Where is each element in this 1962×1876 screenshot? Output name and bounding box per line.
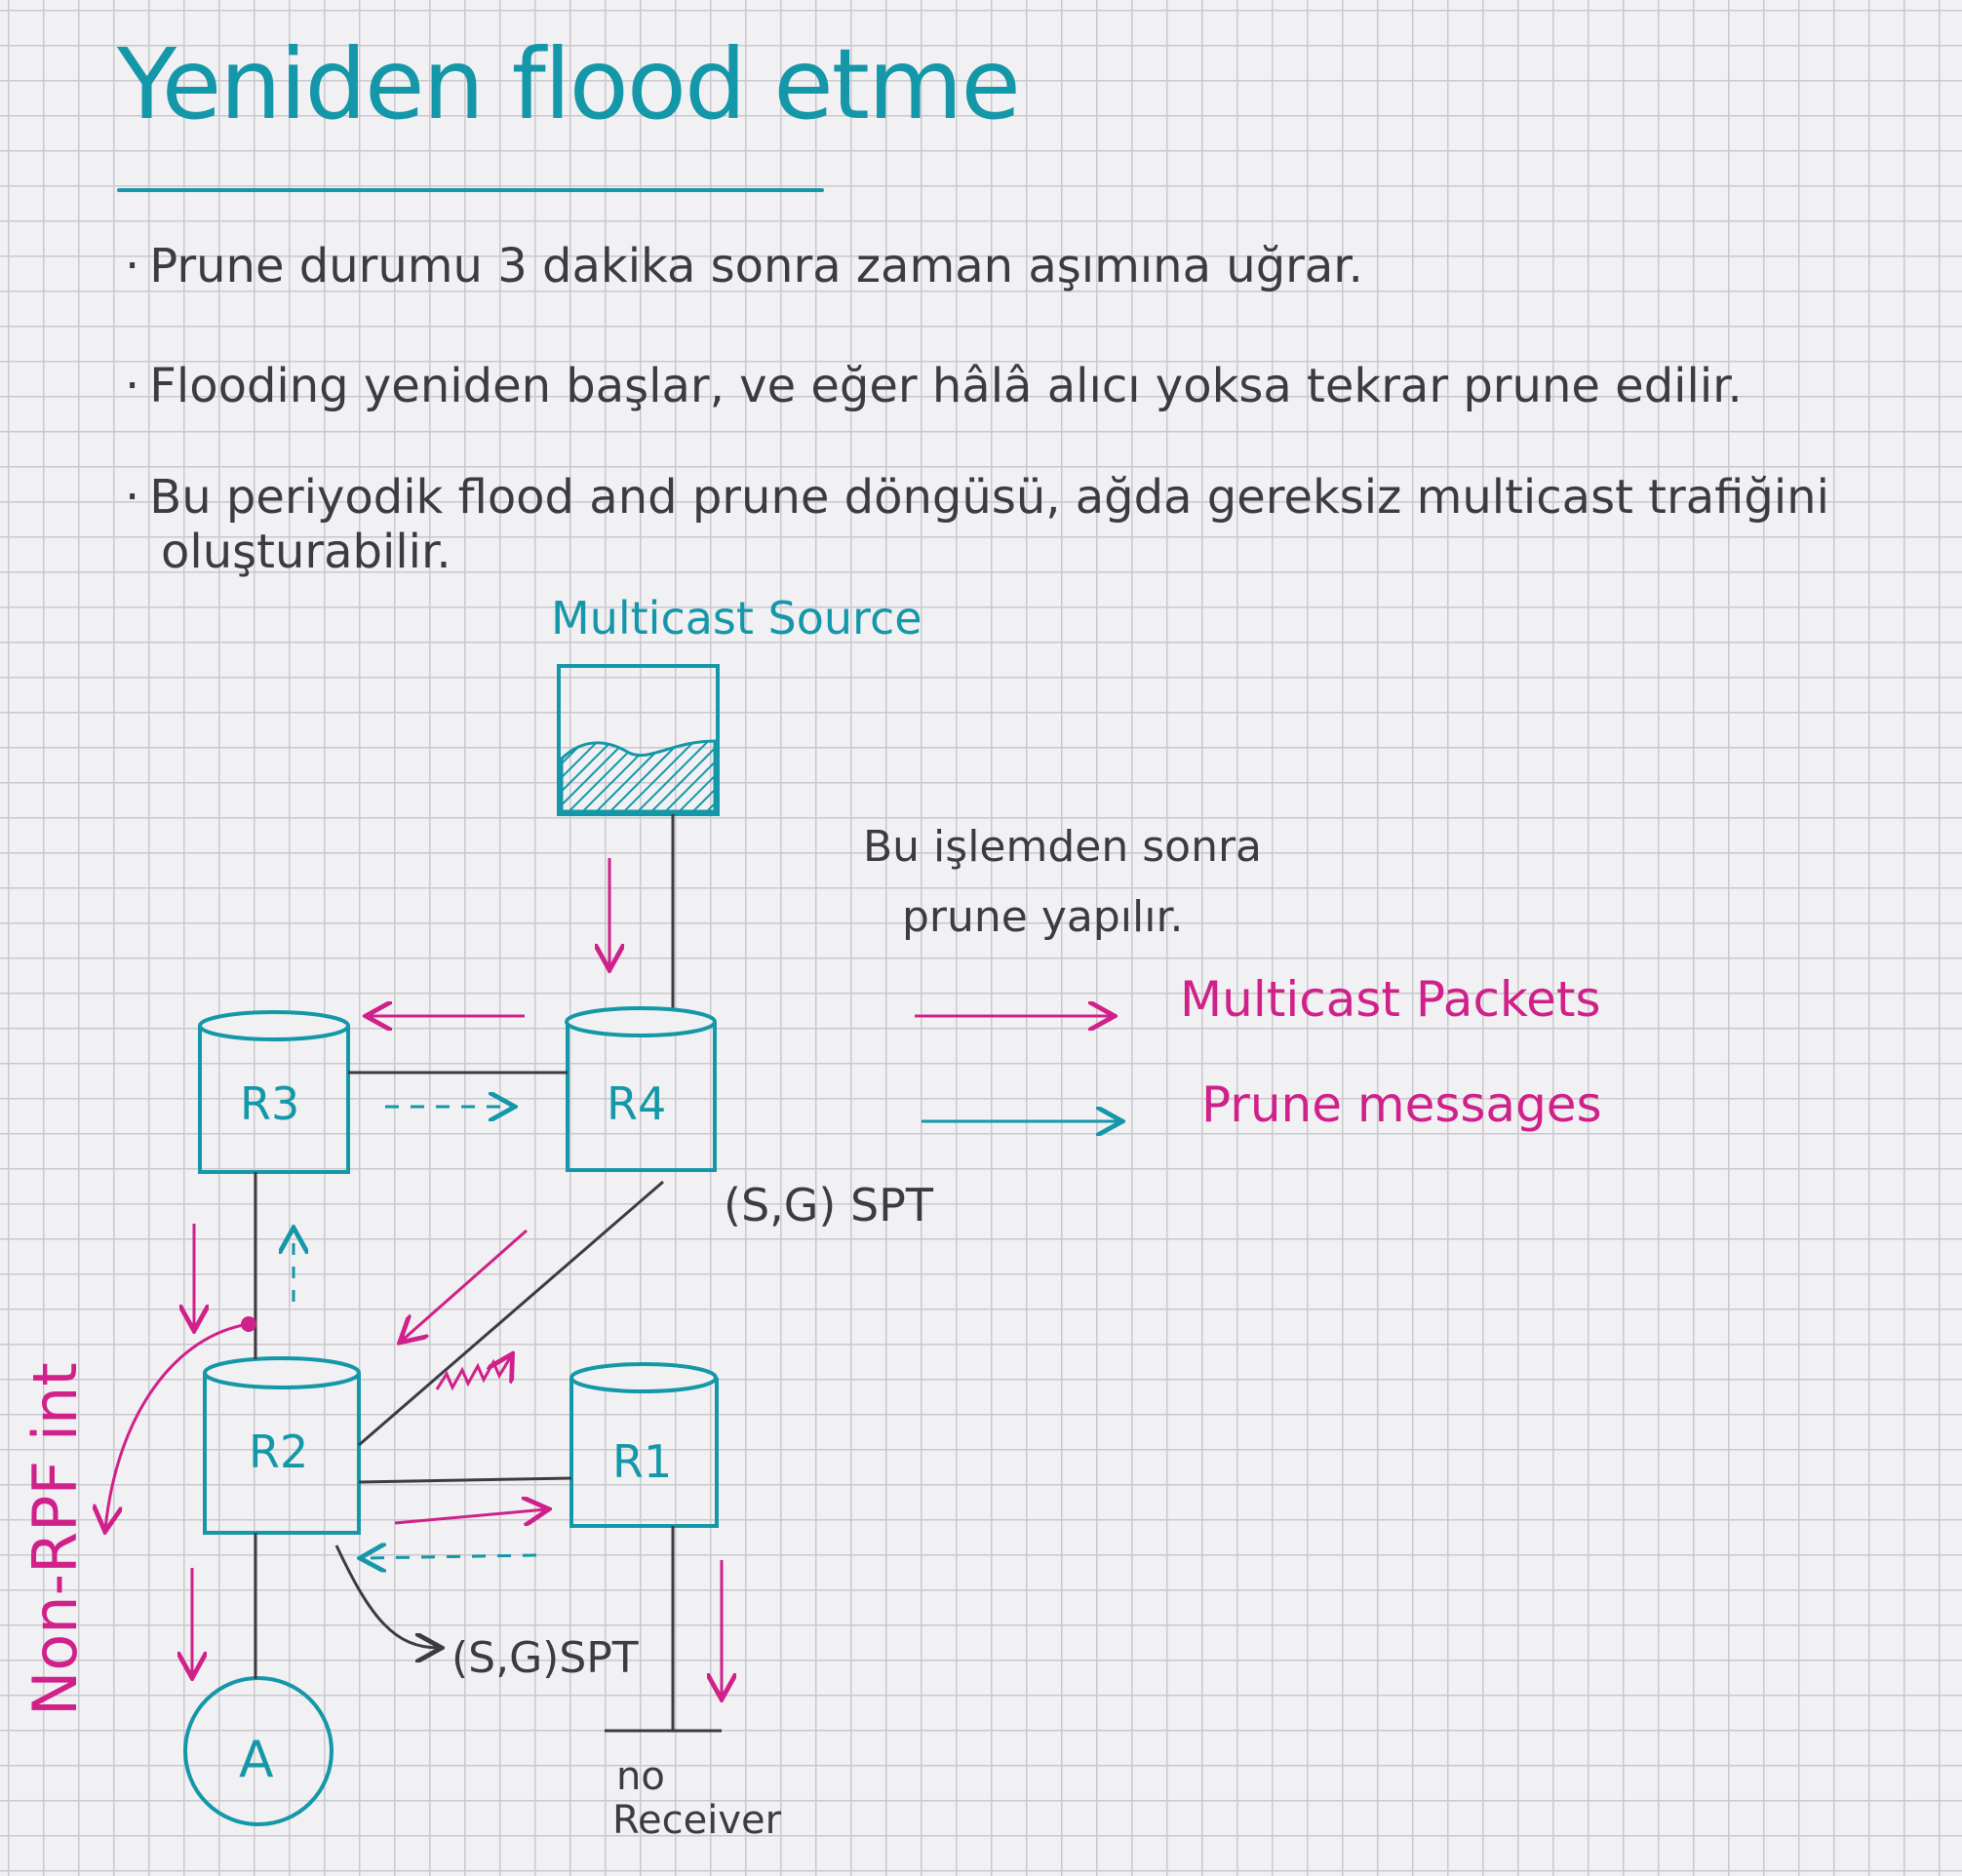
router-r3-icon	[198, 1010, 350, 1174]
spt-label-top: (S,G) SPT	[724, 1179, 934, 1231]
prune-arrow-r1-r2	[363, 1555, 537, 1558]
bullet-text: Flooding yeniden başlar, ve eğer hâlâ al…	[149, 359, 1743, 413]
host-a-icon	[183, 1676, 334, 1826]
router-r2-label: R2	[249, 1426, 308, 1478]
bullet-dot-icon: ·	[125, 359, 140, 413]
title-underline	[117, 188, 824, 192]
bullet-item-3-continued: oluşturabilir.	[161, 525, 451, 579]
bullet-item-3: · Bu periyodik flood and prune döngüsü, a…	[125, 470, 1829, 525]
router-r4-icon	[565, 1006, 717, 1172]
bullet-dot-icon: ·	[125, 470, 140, 525]
router-r1-label: R1	[612, 1435, 672, 1488]
router-r4-label: R4	[607, 1077, 666, 1130]
spt-pointer-arrow	[334, 1544, 439, 1648]
no-receiver-line-1: no	[616, 1754, 665, 1799]
non-rpf-label: Non-RPF int	[20, 1362, 91, 1716]
multicast-source-label: Multicast Source	[551, 592, 922, 645]
legend-multicast-label: Multicast Packets	[1180, 971, 1601, 1028]
router-r2-icon	[203, 1356, 361, 1535]
host-a-label: A	[239, 1731, 274, 1789]
non-rpf-pointer-arrow	[105, 1322, 250, 1529]
spt-label-bottom: (S,G)SPT	[451, 1633, 639, 1683]
bullet-text: Bu periyodik flood and prune döngüsü, ağ…	[149, 470, 1829, 525]
prune-zigzag-arrow-r2-r4	[435, 1356, 511, 1391]
link-r2-r1	[358, 1476, 572, 1484]
router-r3-label: R3	[240, 1077, 299, 1130]
bullet-text: Prune durumu 3 dakika sonra zaman aşımın…	[149, 239, 1363, 293]
router-r1-icon	[569, 1362, 719, 1528]
multicast-source-icon	[557, 664, 720, 816]
no-receiver-line-2: Receiver	[612, 1798, 782, 1843]
legend-prune-label: Prune messages	[1201, 1076, 1602, 1133]
page-title: Yeniden flood etme	[117, 27, 1021, 141]
bullet-dot-icon: ·	[125, 239, 140, 293]
bullet-item-2: · Flooding yeniden başlar, ve eğer hâlâ a…	[125, 359, 1743, 413]
bullet-item-1: · Prune durumu 3 dakika sonra zaman aşımı…	[125, 239, 1363, 293]
note-line-1: Bu işlemden sonra	[863, 822, 1262, 872]
link-r4-r2	[358, 1180, 664, 1447]
multicast-arrow-r4-r2	[402, 1229, 528, 1341]
multicast-arrow-r2-r1	[394, 1509, 546, 1523]
note-line-2: prune yapılır.	[902, 892, 1184, 942]
